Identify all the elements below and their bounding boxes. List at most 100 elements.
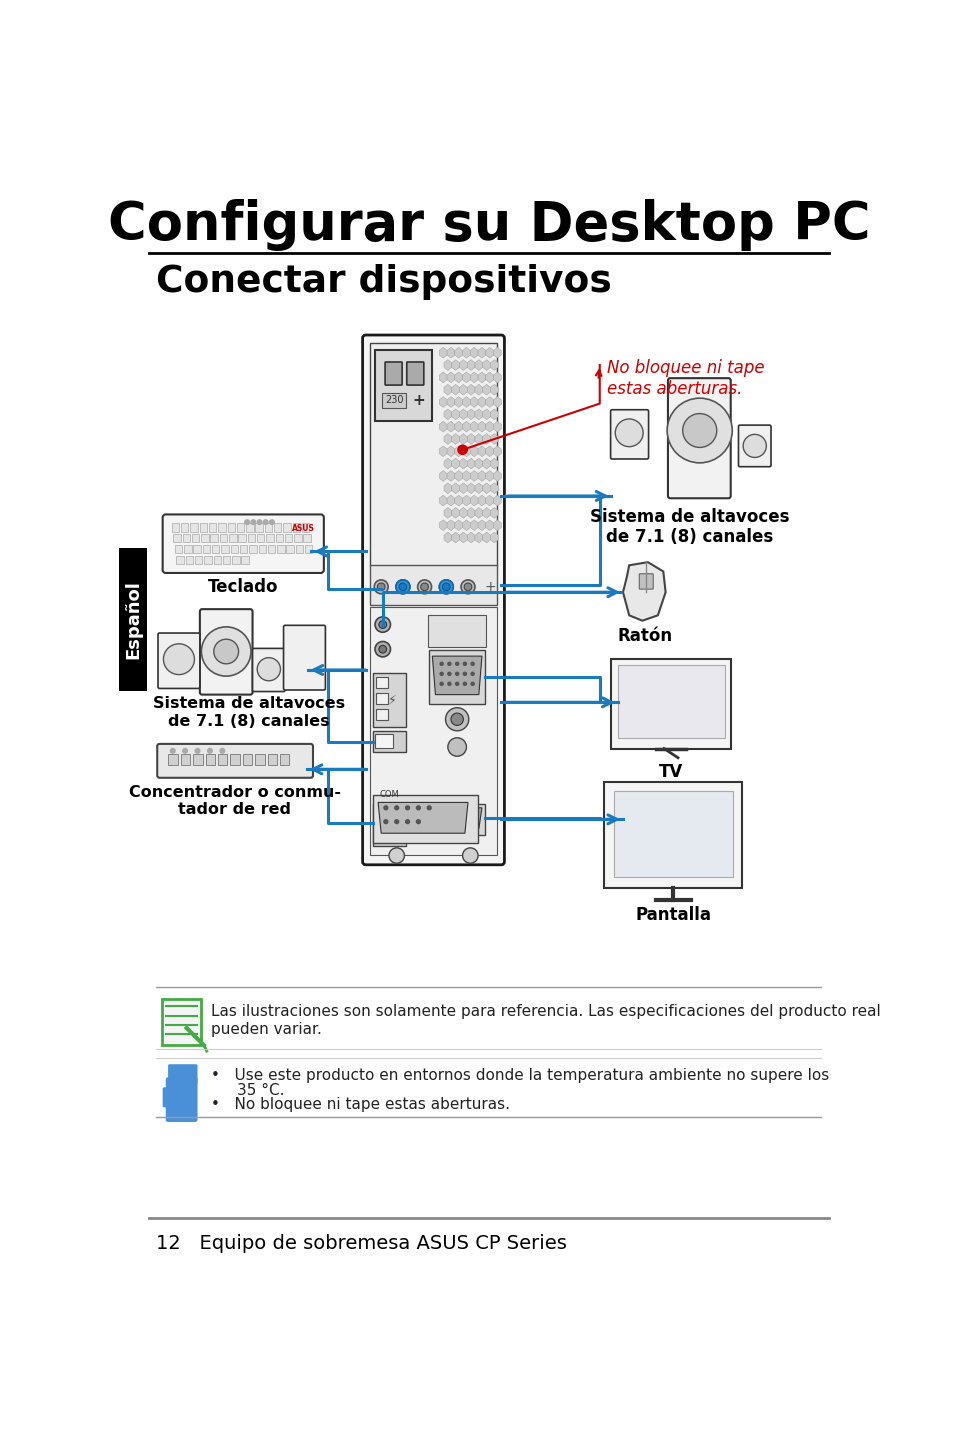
Polygon shape (485, 348, 493, 358)
Circle shape (416, 805, 420, 810)
Polygon shape (443, 483, 452, 493)
Polygon shape (443, 434, 452, 444)
FancyBboxPatch shape (204, 557, 212, 564)
FancyBboxPatch shape (264, 523, 272, 532)
FancyBboxPatch shape (202, 545, 210, 554)
FancyBboxPatch shape (429, 804, 484, 835)
Circle shape (442, 582, 450, 591)
Circle shape (220, 749, 224, 754)
Polygon shape (443, 459, 452, 469)
Polygon shape (432, 656, 481, 695)
Text: +: + (413, 393, 425, 408)
Circle shape (464, 582, 472, 591)
Polygon shape (490, 508, 497, 518)
Circle shape (395, 805, 398, 810)
Circle shape (395, 820, 398, 824)
Polygon shape (482, 459, 490, 469)
Polygon shape (462, 421, 470, 431)
Polygon shape (477, 372, 485, 383)
Polygon shape (475, 408, 482, 420)
Circle shape (374, 580, 388, 594)
FancyBboxPatch shape (221, 545, 229, 554)
Text: Pantalla: Pantalla (635, 906, 711, 925)
Circle shape (383, 805, 387, 810)
FancyBboxPatch shape (249, 545, 256, 554)
Polygon shape (482, 508, 490, 518)
Circle shape (417, 580, 431, 594)
Text: Teclado: Teclado (208, 578, 278, 595)
Text: ASUS: ASUS (292, 523, 314, 532)
Text: Español: Español (124, 580, 142, 659)
Polygon shape (477, 397, 485, 407)
Polygon shape (482, 434, 490, 444)
Polygon shape (452, 434, 459, 444)
FancyBboxPatch shape (604, 782, 741, 887)
Circle shape (447, 663, 451, 666)
Text: Sistema de altavoces
de 7.1 (8) canales: Sistema de altavoces de 7.1 (8) canales (589, 508, 788, 546)
Polygon shape (462, 348, 470, 358)
Polygon shape (470, 372, 477, 383)
Circle shape (263, 519, 268, 525)
Polygon shape (452, 532, 459, 544)
FancyBboxPatch shape (373, 673, 406, 728)
FancyBboxPatch shape (429, 650, 484, 703)
Polygon shape (485, 446, 493, 457)
FancyBboxPatch shape (212, 545, 219, 554)
Polygon shape (490, 408, 497, 420)
FancyBboxPatch shape (375, 676, 387, 687)
Polygon shape (467, 408, 475, 420)
Circle shape (460, 580, 475, 594)
Polygon shape (467, 360, 475, 371)
FancyBboxPatch shape (172, 523, 179, 532)
Text: Configurar su Desktop PC: Configurar su Desktop PC (108, 198, 869, 250)
FancyBboxPatch shape (181, 523, 189, 532)
FancyBboxPatch shape (158, 633, 199, 689)
FancyBboxPatch shape (219, 535, 227, 542)
FancyBboxPatch shape (119, 548, 147, 690)
Polygon shape (485, 470, 493, 482)
Polygon shape (462, 397, 470, 407)
Circle shape (427, 805, 431, 810)
FancyBboxPatch shape (173, 535, 180, 542)
FancyBboxPatch shape (182, 535, 190, 542)
Polygon shape (475, 459, 482, 469)
Text: No bloquee ni tape
estas aberturas.: No bloquee ni tape estas aberturas. (607, 360, 764, 398)
FancyBboxPatch shape (243, 754, 252, 765)
FancyBboxPatch shape (213, 557, 221, 564)
Polygon shape (470, 495, 477, 506)
Circle shape (666, 398, 732, 463)
FancyBboxPatch shape (223, 557, 230, 564)
Polygon shape (475, 384, 482, 395)
FancyBboxPatch shape (375, 827, 392, 840)
Polygon shape (470, 446, 477, 457)
Polygon shape (439, 495, 447, 506)
FancyBboxPatch shape (303, 535, 311, 542)
Circle shape (471, 682, 474, 686)
FancyBboxPatch shape (255, 523, 263, 532)
Polygon shape (482, 532, 490, 544)
Circle shape (439, 663, 443, 666)
Polygon shape (459, 483, 467, 493)
Polygon shape (485, 495, 493, 506)
FancyBboxPatch shape (218, 754, 227, 765)
Circle shape (416, 820, 420, 824)
Circle shape (195, 749, 199, 754)
FancyBboxPatch shape (162, 515, 323, 572)
Polygon shape (447, 470, 455, 482)
FancyBboxPatch shape (295, 545, 303, 554)
Text: TV: TV (659, 764, 682, 781)
FancyBboxPatch shape (157, 743, 313, 778)
Polygon shape (459, 408, 467, 420)
Circle shape (398, 582, 406, 591)
Circle shape (383, 820, 387, 824)
Polygon shape (455, 348, 462, 358)
FancyBboxPatch shape (375, 808, 392, 821)
Polygon shape (485, 421, 493, 431)
FancyBboxPatch shape (375, 351, 432, 421)
FancyBboxPatch shape (255, 754, 264, 765)
FancyBboxPatch shape (182, 1064, 191, 1084)
FancyBboxPatch shape (610, 410, 648, 459)
FancyBboxPatch shape (375, 733, 393, 748)
FancyBboxPatch shape (294, 535, 301, 542)
Polygon shape (447, 495, 455, 506)
